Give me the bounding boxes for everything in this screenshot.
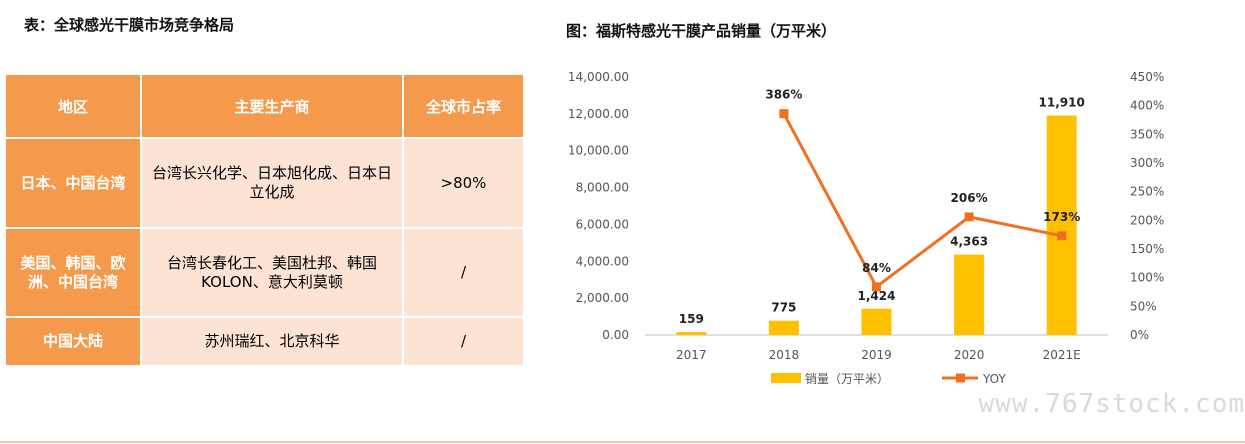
x-axis-tick-label: 2020 [954, 348, 985, 362]
market-share-table: 地区 主要生产商 全球市占率 日本、中国台湾 台湾长兴化学、日本旭化成、日本日立… [6, 75, 523, 365]
share-cell: / [404, 227, 523, 316]
legend-bar-swatch [771, 373, 801, 383]
yoy-line [782, 112, 1063, 290]
yoy-data-label: 386% [765, 88, 802, 102]
yoy-data-label: 206% [951, 191, 988, 205]
right-axis-tick-label: 100% [1130, 271, 1164, 285]
legend-line-label: YOY [982, 372, 1006, 386]
x-axis-tick-label: 2019 [861, 348, 892, 362]
bar [861, 308, 892, 335]
left-axis-tick-label: 4,000.00 [576, 254, 629, 268]
x-axis-tick-label: 2021E [1043, 348, 1081, 362]
x-axis-tick-label: 2017 [676, 348, 707, 362]
left-axis-tick-label: 10,000.00 [568, 144, 629, 158]
yoy-point [1057, 231, 1067, 241]
legend-line-marker [956, 373, 965, 383]
region-cell: 日本、中国台湾 [6, 137, 142, 227]
bar-data-label: 159 [679, 312, 704, 326]
right-axis-tick-label: 300% [1130, 156, 1164, 170]
table-row: 中国大陆 苏州瑞红、北京科华 / [6, 316, 523, 365]
left-axis-tick-label: 6,000.00 [576, 217, 629, 231]
yoy-point [964, 212, 974, 222]
chart-title: 图：福斯特感光干膜产品销量（万平米） [566, 22, 837, 40]
right-axis-tick-label: 400% [1130, 99, 1164, 113]
bar [768, 320, 799, 335]
header-share: 全球市占率 [404, 75, 523, 137]
sales-chart: 0.00 2,000.00 4,000.00 6,000.00 8,000.00 10,0… [568, 70, 1164, 386]
bar [1046, 115, 1077, 335]
left-axis-tick-label: 14,000.00 [568, 70, 629, 84]
makers-cell: 台湾长兴化学、日本旭化成、日本日立化成 [142, 137, 404, 227]
watermark: www.767stock.com [978, 389, 1245, 419]
yoy-data-label: 173% [1043, 210, 1080, 224]
legend-bar-label: 销量（万平米） [805, 372, 889, 386]
table-row: 美国、韩国、欧洲、中国台湾 台湾长春化工、美国杜邦、韩国KOLON、意大利莫顿 … [6, 227, 523, 316]
share-cell: / [404, 316, 523, 365]
bottom-divider [0, 441, 1245, 443]
bar-data-label: 4,363 [950, 235, 988, 249]
share-cell: >80% [404, 137, 523, 227]
makers-cell: 苏州瑞红、北京科华 [142, 316, 404, 365]
left-axis-tick-label: 12,000.00 [568, 107, 629, 121]
x-axis-tick-label: 2018 [769, 348, 800, 362]
yoy-point [779, 109, 789, 119]
left-axis-tick-label: 0.00 [602, 328, 629, 342]
right-axis-tick-label: 150% [1130, 242, 1164, 256]
region-cell: 中国大陆 [6, 316, 142, 365]
header-region: 地区 [6, 75, 142, 137]
table-header-row: 地区 主要生产商 全球市占率 [6, 75, 523, 137]
header-makers: 主要生产商 [142, 75, 404, 137]
right-axis-tick-label: 0% [1130, 328, 1149, 342]
right-axis-tick-label: 450% [1130, 70, 1164, 84]
bar-data-label: 11,910 [1039, 96, 1085, 110]
left-axis-tick-label: 8,000.00 [576, 181, 629, 195]
right-axis-tick-label: 50% [1130, 299, 1157, 313]
yoy-data-label: 84% [862, 261, 891, 275]
bar [676, 332, 707, 335]
right-axis-tick-label: 350% [1130, 127, 1164, 141]
left-axis-tick-label: 2,000.00 [576, 291, 629, 305]
yoy-point [872, 282, 881, 292]
table-row: 日本、中国台湾 台湾长兴化学、日本旭化成、日本日立化成 >80% [6, 137, 523, 227]
bar [954, 254, 985, 335]
right-axis-tick-label: 250% [1130, 185, 1164, 199]
right-axis-tick-label: 200% [1130, 213, 1164, 227]
makers-cell: 台湾长春化工、美国杜邦、韩国KOLON、意大利莫顿 [142, 227, 404, 316]
region-cell: 美国、韩国、欧洲、中国台湾 [6, 227, 142, 316]
bar-data-label: 1,424 [858, 289, 896, 303]
bar-data-label: 775 [771, 301, 796, 315]
table-title: 表：全球感光干膜市场竞争格局 [24, 16, 235, 34]
